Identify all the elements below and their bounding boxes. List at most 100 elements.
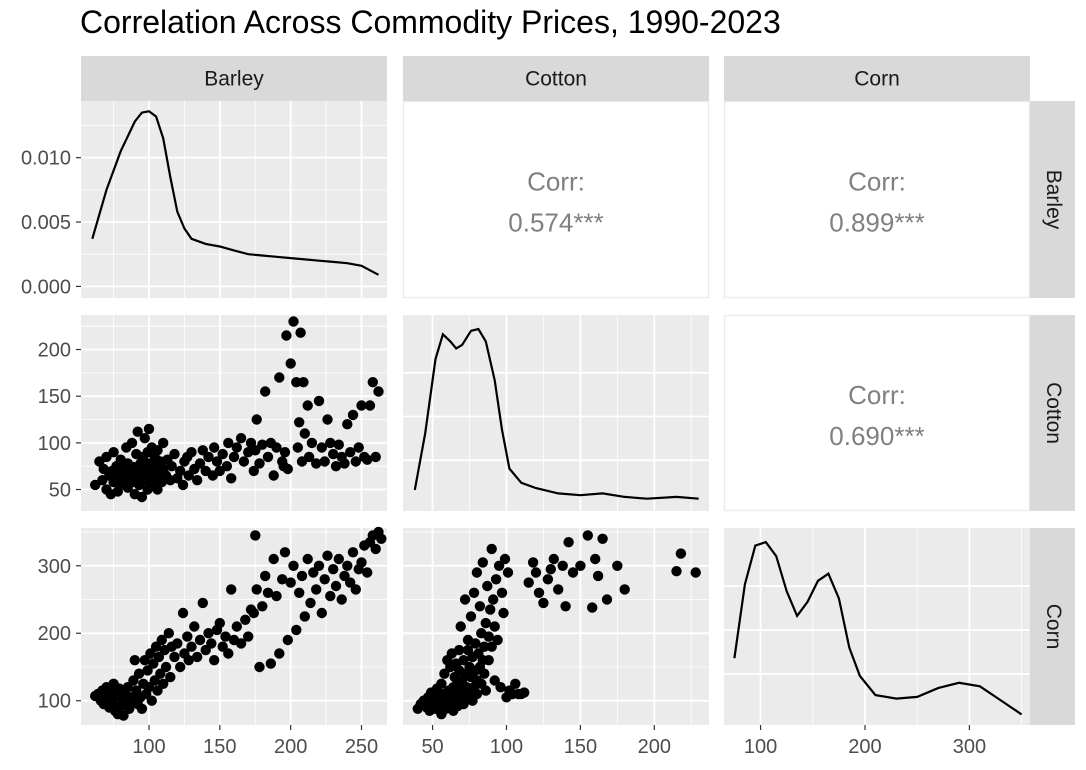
data-point [313, 395, 325, 407]
data-point [502, 567, 514, 578]
data-point [235, 638, 247, 649]
data-point [690, 567, 701, 578]
y-tick-label: 100 [38, 433, 71, 455]
data-point [108, 447, 119, 458]
data-point [542, 574, 554, 585]
data-point [274, 372, 285, 383]
data-point [295, 327, 306, 338]
x-tick-label: 250 [345, 736, 378, 758]
data-point [262, 451, 274, 463]
strip-label-cotton: Cotton [525, 68, 587, 91]
data-point [356, 557, 367, 568]
data-point [567, 567, 579, 578]
data-point [548, 553, 559, 565]
data-point [194, 458, 206, 469]
data-point [288, 560, 299, 571]
data-point [214, 617, 225, 629]
data-point [590, 553, 601, 565]
data-point [169, 448, 180, 460]
data-point [209, 442, 220, 453]
data-point [231, 442, 242, 453]
data-point [471, 567, 483, 578]
data-point [330, 461, 342, 472]
data-point [248, 465, 259, 477]
panel-cotton-barley [81, 315, 387, 511]
data-point [226, 473, 237, 484]
y-tick-label: 0.010 [21, 148, 71, 170]
data-point [330, 580, 342, 592]
data-point [499, 553, 511, 565]
data-point [477, 557, 488, 568]
x-tick-label: 200 [848, 736, 881, 758]
data-point [206, 638, 217, 649]
data-point [325, 590, 336, 602]
data-point [128, 675, 139, 686]
data-point [133, 668, 145, 679]
data-point [493, 560, 505, 571]
data-point [587, 602, 598, 613]
data-point [356, 400, 367, 411]
data-point [527, 557, 539, 568]
data-point [251, 584, 262, 595]
data-point [439, 668, 450, 679]
data-point [510, 678, 521, 689]
y-tick-label: 100 [38, 691, 71, 713]
data-point [203, 451, 214, 463]
strip-top-corn [724, 56, 1030, 101]
data-point [468, 587, 480, 598]
correlation-value: 0.899*** [829, 208, 924, 238]
density-curve-cotton [413, 327, 699, 500]
data-point [316, 607, 327, 619]
data-point [298, 377, 309, 388]
chart-title: Correlation Across Commodity Prices, 199… [80, 4, 781, 40]
data-point [186, 447, 197, 458]
x-tick-label: 200 [638, 736, 671, 758]
correlation-panel [723, 100, 1031, 299]
panel-background [403, 315, 709, 511]
data-point [291, 624, 302, 636]
data-point [281, 330, 292, 341]
data-point [250, 445, 261, 456]
x-tick-label: 100 [490, 736, 523, 758]
data-point [177, 607, 189, 619]
data-point [235, 433, 247, 444]
data-point [671, 566, 682, 577]
correlation-value: 0.690*** [829, 421, 924, 451]
data-point [220, 631, 231, 642]
strip-right-corn [1030, 528, 1075, 725]
data-point [186, 641, 197, 652]
data-point [158, 678, 169, 689]
data-point [350, 584, 361, 595]
data-point [305, 597, 316, 609]
data-point [260, 570, 271, 582]
data-point [347, 409, 359, 421]
data-point [364, 400, 376, 411]
x-tick-label: 200 [274, 736, 307, 758]
data-point [169, 651, 180, 663]
data-point [612, 560, 623, 571]
data-point [303, 451, 315, 463]
data-point [471, 688, 483, 700]
data-point [519, 687, 530, 698]
data-point [336, 594, 347, 605]
data-point [498, 607, 509, 619]
data-point [370, 543, 381, 555]
data-point [480, 685, 491, 696]
data-point [339, 458, 350, 469]
data-point [231, 621, 242, 632]
data-point [257, 601, 268, 612]
data-point [319, 456, 330, 467]
data-point [486, 641, 497, 652]
data-point [172, 638, 183, 649]
data-point [182, 631, 193, 642]
data-point [268, 470, 279, 481]
data-point [139, 433, 150, 444]
panel-cotton-corn: Corr: 0.690*** [723, 314, 1031, 512]
data-point [333, 439, 344, 450]
y-tick-label: 50 [49, 480, 71, 502]
data-point [282, 463, 293, 475]
panel-barley-barley [81, 101, 387, 298]
data-point [322, 550, 333, 561]
data-point [563, 537, 574, 548]
